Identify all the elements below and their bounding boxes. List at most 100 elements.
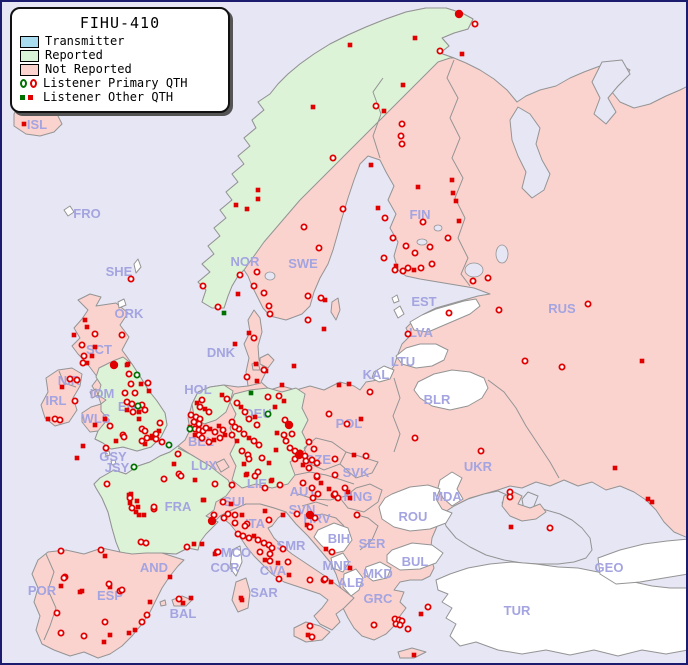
listener-other-qth-marker <box>74 455 80 461</box>
other-qth-marker-icon <box>20 95 37 100</box>
listener-primary-qth-marker <box>286 444 294 452</box>
country-label-ser: SER <box>359 536 386 551</box>
listener-primary-qth-marker <box>399 267 407 275</box>
listener-primary-qth-marker <box>102 444 110 452</box>
listener-other-qth-marker <box>79 588 85 594</box>
listener-other-qth-marker <box>233 202 239 208</box>
country-border <box>372 77 384 159</box>
listener-primary-qth-marker <box>313 472 321 480</box>
listener-other-qth-marker <box>84 360 90 366</box>
listener-primary-qth-marker <box>240 430 248 438</box>
listener-primary-qth-marker <box>156 419 164 427</box>
listener-primary-qth-marker <box>275 392 283 400</box>
listener-other-qth-marker <box>235 291 241 297</box>
country-guernsey <box>104 450 111 457</box>
listener-other-qth-marker <box>192 432 198 438</box>
listener-primary-qth-marker <box>339 205 347 213</box>
listener-other-qth-marker <box>254 378 260 384</box>
listener-other-qth-marker <box>358 416 364 422</box>
listener-primary-qth-marker <box>60 574 68 582</box>
listener-primary-qth-marker <box>101 618 109 626</box>
country-border <box>43 553 57 641</box>
listener-primary-qth-marker <box>315 244 323 252</box>
lake <box>495 244 509 264</box>
country-label-est: EST <box>411 294 436 309</box>
country-bulgaria <box>386 542 444 571</box>
listener-primary-qth-marker <box>331 471 339 479</box>
listener-primary-qth-marker <box>118 586 126 594</box>
listener-primary-qth-marker <box>558 363 566 371</box>
listener-primary-qth-marker <box>138 437 146 445</box>
listener-primary-qth-marker <box>398 120 406 128</box>
listener-other-qth-marker <box>146 388 152 394</box>
listener-primary-qth-marker <box>174 450 182 458</box>
listener-other-qth-marker <box>459 51 465 57</box>
listener-other-qth-marker <box>141 512 147 518</box>
listener-primary-qth-marker <box>308 456 316 464</box>
listener-primary-qth-marker <box>331 490 339 498</box>
listener-primary-qth-marker <box>205 438 213 446</box>
listener-primary-qth-marker <box>239 532 247 540</box>
country-label-mco: MCO <box>221 545 251 560</box>
listener-primary-qth-reported-marker <box>134 402 142 410</box>
listener-other-qth-marker <box>228 501 234 507</box>
listener-other-qth-marker <box>269 477 275 483</box>
not-reported-swatch <box>20 63 39 76</box>
listener-primary-qth-marker <box>143 434 151 442</box>
listener-primary-qth-marker <box>228 431 236 439</box>
listener-other-qth-marker <box>211 437 217 443</box>
listener-other-qth-marker <box>202 406 208 412</box>
listener-primary-qth-marker <box>78 341 86 349</box>
listener-cluster-marker <box>454 9 464 19</box>
listener-primary-qth-marker <box>276 481 284 489</box>
listener-primary-qth-marker <box>142 539 150 547</box>
country-border <box>294 471 355 485</box>
listener-primary-qth-marker <box>381 214 389 222</box>
country-border <box>247 382 262 387</box>
listener-primary-qth-marker <box>404 625 412 633</box>
listener-primary-qth-marker <box>424 603 432 611</box>
country-label-ita: ITA <box>245 516 266 531</box>
listener-primary-qth-marker <box>261 484 269 492</box>
listener-primary-qth-marker <box>306 622 314 630</box>
country-montenegro <box>330 552 350 573</box>
listener-primary-qth-marker <box>80 632 88 640</box>
listener-other-qth-marker <box>336 382 342 388</box>
listener-other-qth-marker <box>346 381 352 387</box>
country-macedonia <box>363 561 392 582</box>
country-belarus <box>413 369 489 411</box>
listener-other-qth-marker <box>82 317 88 323</box>
listener-other-qth-marker <box>280 512 286 518</box>
listener-other-qth-marker <box>216 423 222 429</box>
listener-other-qth-marker <box>84 324 90 330</box>
listener-primary-qth-marker <box>131 389 139 397</box>
lake <box>416 238 428 246</box>
listener-primary-qth-marker <box>127 380 135 388</box>
country-label-blr: BLR <box>424 392 451 407</box>
country-georgia <box>597 538 686 585</box>
listener-primary-qth-marker <box>126 494 134 502</box>
listener-primary-qth-marker <box>220 514 228 522</box>
legend-box: FIHU-410 Transmitter Reported Not Report… <box>10 7 230 113</box>
listener-other-qth-marker <box>136 512 142 518</box>
listener-primary-qth-marker <box>299 479 307 487</box>
listener-other-qth-marker <box>113 438 119 444</box>
country-label-fin: FIN <box>410 207 431 222</box>
listener-other-qth-marker <box>272 404 278 410</box>
listener-primary-qth-marker <box>308 484 316 492</box>
country-albania <box>342 568 364 597</box>
listener-other-qth-marker <box>127 500 133 506</box>
listener-other-qth-marker <box>400 82 406 88</box>
listener-primary-qth-marker <box>211 428 219 436</box>
listener-other-qth-marker <box>246 435 252 441</box>
listener-other-qth-marker <box>134 498 140 504</box>
country-faroe <box>63 205 75 217</box>
listener-other-qth-marker <box>266 460 272 466</box>
listener-other-qth-marker <box>310 104 316 110</box>
listener-primary-qth-marker <box>372 102 380 110</box>
country-ibiza <box>159 599 167 607</box>
listener-primary-qth-marker <box>398 140 406 148</box>
listener-other-qth-marker <box>132 627 138 633</box>
listener-primary-qth-marker <box>71 397 79 405</box>
